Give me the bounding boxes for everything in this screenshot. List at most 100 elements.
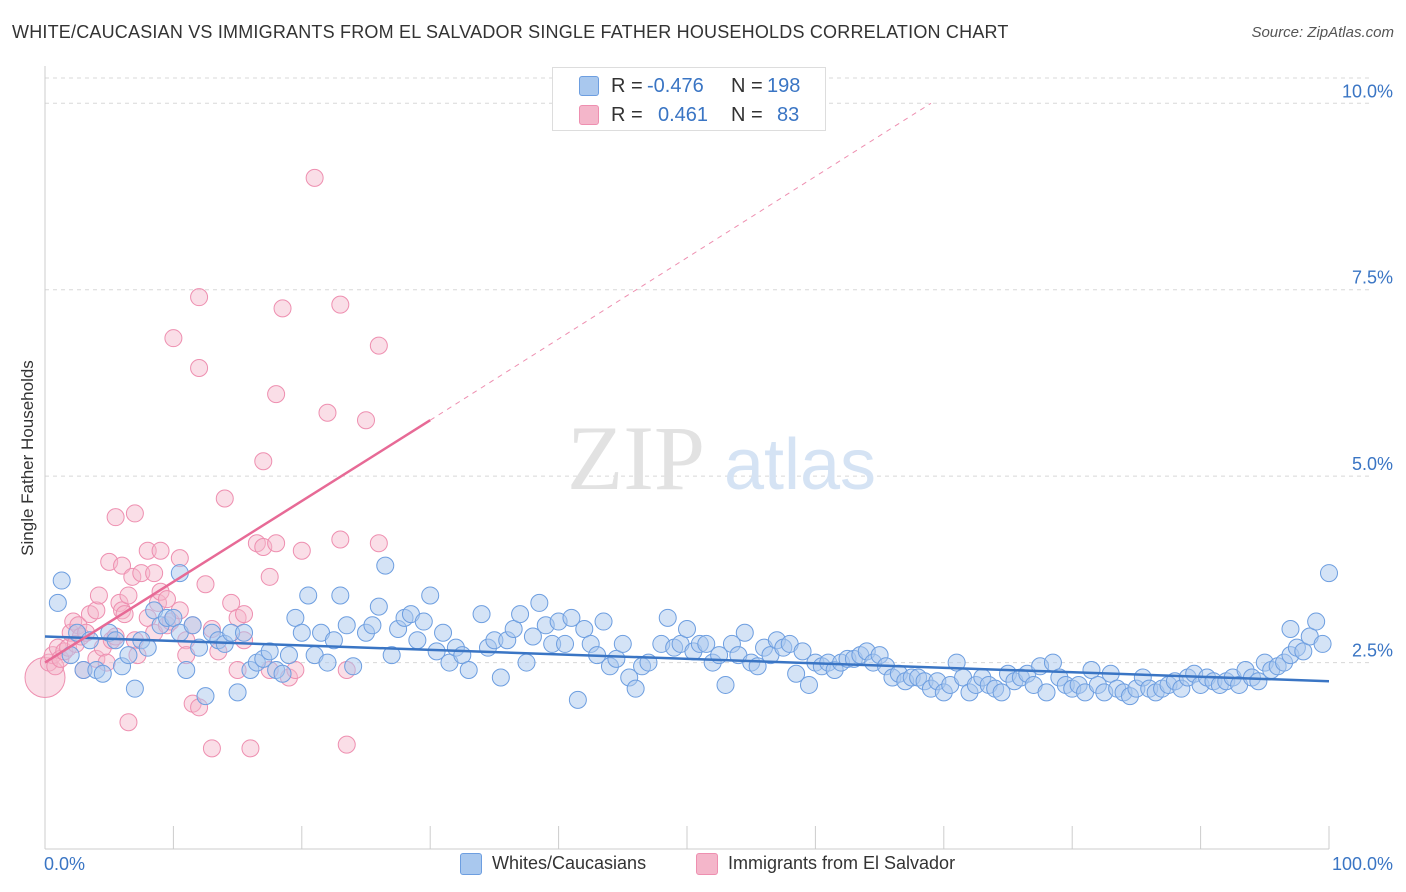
whites-point: [799, 675, 818, 694]
whites-point: [1320, 564, 1338, 583]
immigrants-point: [202, 739, 221, 758]
immigrants-point: [369, 534, 388, 553]
immigrants-point: [357, 411, 375, 430]
immigrants-point: [305, 168, 324, 187]
whites-point: [472, 605, 491, 624]
whites-point: [1281, 620, 1300, 639]
immigrants-point: [106, 508, 125, 527]
whites-point: [344, 657, 363, 676]
whites-point: [491, 668, 510, 687]
whites-point: [658, 608, 677, 627]
tick-labels: 2.5% 5.0% 7.5% 10.0% 0.0% 100.0%: [44, 81, 1393, 874]
whites-point: [434, 623, 453, 642]
immigrants-point: [331, 530, 350, 549]
immigrants-point: [164, 329, 183, 348]
whites-point: [787, 664, 806, 683]
whites-point: [947, 653, 966, 672]
immigrants-point: [267, 385, 286, 404]
whites-swatch: [579, 76, 599, 96]
immigrants-point: [87, 601, 106, 620]
n-label: N =: [731, 104, 763, 126]
whites-point: [292, 623, 311, 642]
immigrants-point: [119, 586, 138, 605]
whites-point: [376, 556, 395, 575]
whites-trend-line: [44, 635, 1330, 683]
whites-point: [1037, 683, 1056, 702]
whites-point: [164, 608, 183, 627]
whites-point: [1313, 634, 1332, 653]
whites-point: [421, 586, 440, 605]
whites-point: [607, 649, 626, 668]
immigrants-point: [273, 299, 292, 318]
r-label: R =: [611, 75, 643, 97]
whites-point: [324, 631, 343, 650]
whites-point: [196, 687, 215, 706]
immigrants-point: [196, 575, 215, 594]
whites-point: [408, 631, 427, 650]
whites-point: [716, 675, 735, 694]
immigrants-point: [190, 288, 209, 307]
immigrants-point: [123, 567, 142, 586]
whites-point: [331, 586, 350, 605]
immigrants-point: [215, 489, 234, 508]
whites-point: [414, 612, 433, 631]
whites-point: [793, 642, 812, 661]
immigrants-point: [190, 359, 209, 378]
immigrants-point: [369, 336, 388, 355]
legend-swatch-whites: [460, 853, 482, 875]
whites-point: [369, 597, 388, 616]
immigrants-point: [222, 593, 241, 612]
whites-points: [48, 556, 1338, 709]
whites-point: [992, 683, 1011, 702]
whites-point: [177, 661, 196, 680]
whites-point: [562, 608, 581, 627]
whites-point: [279, 646, 298, 665]
whites-point: [119, 646, 138, 665]
whites-point: [697, 634, 716, 653]
correlation-box: R = -0.476 N = 198 R = 0.461 N = 83: [552, 67, 826, 131]
watermark-zip: ZIP: [567, 407, 705, 509]
watermark: ZIP atlas: [567, 407, 876, 509]
whites-point: [235, 623, 254, 642]
whites-point: [125, 679, 144, 698]
immigrants-point: [241, 739, 260, 758]
immigrants-point: [119, 713, 138, 732]
n-label: N =: [731, 75, 763, 97]
whites-point: [613, 634, 632, 653]
whites-point: [52, 571, 71, 590]
whites-point: [260, 642, 279, 661]
whites-point: [594, 612, 613, 631]
whites-point: [363, 616, 382, 635]
immigrants-point: [318, 403, 337, 422]
y-tick-label: 10.0%: [1342, 81, 1393, 101]
legend-label-whites: Whites/Caucasians: [492, 853, 647, 873]
immigrants-point: [113, 556, 132, 575]
immigrants-point: [157, 590, 176, 609]
legend-swatch-immigrants: [696, 853, 718, 875]
source-label: Source: ZipAtlas.com: [1251, 24, 1394, 41]
whites-point: [382, 646, 401, 665]
immigrants-point: [235, 605, 254, 624]
immigrants-point: [145, 564, 164, 583]
immigrants-point: [331, 295, 350, 314]
whites-point: [318, 653, 337, 672]
whites-point: [511, 605, 530, 624]
immigrants-point: [267, 534, 286, 553]
whites-point: [530, 593, 549, 612]
whites-point: [735, 623, 754, 642]
r-value: -0.476: [647, 75, 704, 97]
immigrants-point: [292, 541, 311, 560]
whites-point: [299, 586, 318, 605]
whites-point: [556, 634, 575, 653]
immigrants-point: [132, 564, 151, 583]
whites-point: [678, 620, 696, 639]
trend-lines: [44, 102, 1330, 683]
immigrants-point: [110, 593, 129, 612]
n-value: 198: [767, 75, 801, 97]
whites-point: [626, 679, 645, 698]
immigrants-point: [89, 586, 108, 605]
whites-point: [286, 608, 305, 627]
r-value: 0.461: [658, 104, 709, 126]
y-tick-label: 5.0%: [1352, 454, 1393, 474]
